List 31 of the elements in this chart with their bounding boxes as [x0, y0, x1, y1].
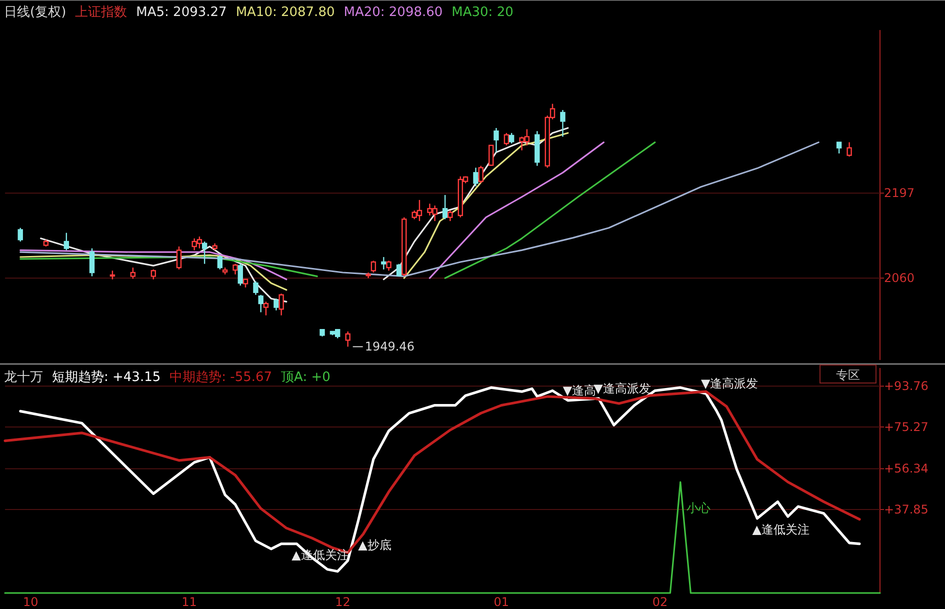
- y-tick-label: 2060: [884, 271, 915, 286]
- y-tick-label: +93.76: [884, 379, 928, 394]
- text: MA30: 20: [452, 5, 514, 20]
- annotation: ▲抄底: [358, 538, 392, 552]
- annotation: ▲逢低关注: [752, 522, 810, 536]
- text: 顶A: +0: [281, 370, 330, 385]
- y-tick-label: +37.85: [884, 502, 928, 517]
- chart-title: 龙十万: [4, 370, 43, 385]
- text: MA10: 2087.80: [236, 5, 335, 20]
- button: 专区: [820, 364, 876, 384]
- y-tick-label: +75.27: [884, 420, 928, 434]
- y-tick-label: +56.34: [884, 462, 928, 476]
- annotation: 1949.46: [364, 340, 414, 354]
- x-tick-label: 12: [335, 595, 350, 609]
- annotation: ▼逢高派发: [701, 376, 758, 391]
- text: MA20: 2098.60: [344, 5, 443, 20]
- line-series: [20, 142, 820, 278]
- x-tick-label: 01: [494, 595, 509, 609]
- text: 中期趋势: -55.67: [170, 370, 272, 385]
- annotation: 专区: [836, 368, 860, 382]
- annotation: 小心: [686, 501, 710, 516]
- annotation: ▼逢高: [562, 383, 596, 398]
- text: 短期趋势: +43.15: [52, 370, 161, 385]
- annotation: ▼逢高派发: [594, 381, 651, 396]
- x-tick-label: 02: [652, 595, 668, 609]
- y-tick-label: 2197: [884, 186, 915, 200]
- text: MA5: 2093.27: [136, 5, 227, 20]
- chart-title: 日线(复权): [4, 5, 66, 20]
- chart-subtitle: 上证指数: [75, 5, 128, 20]
- x-tick-label: 10: [22, 595, 38, 609]
- x-tick-label: 11: [182, 595, 197, 609]
